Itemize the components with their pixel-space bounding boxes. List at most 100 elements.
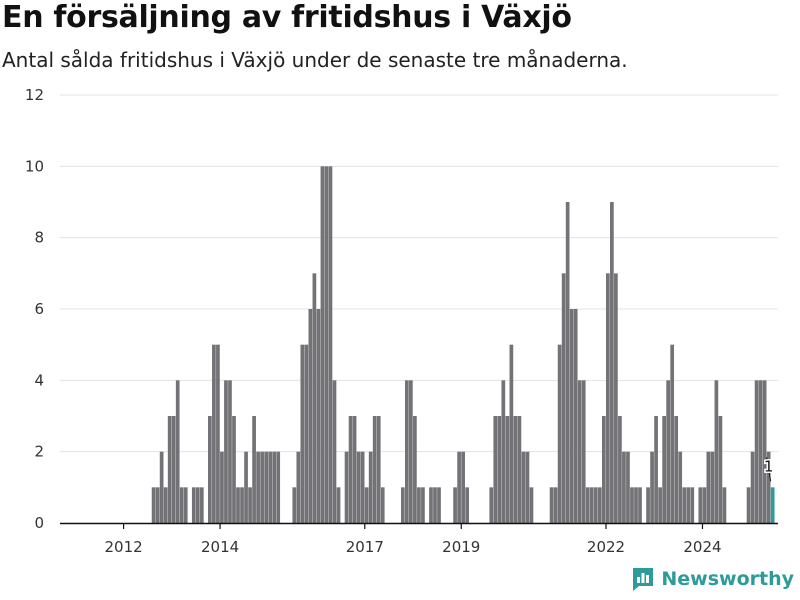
bar [702, 487, 707, 523]
bar [296, 451, 301, 523]
bar [179, 487, 184, 523]
bar [654, 416, 658, 523]
bar [497, 416, 502, 523]
bar [260, 451, 264, 523]
bar [601, 416, 606, 523]
bar [244, 451, 248, 523]
bar [750, 451, 755, 523]
bar [465, 487, 469, 523]
bar [706, 451, 711, 523]
bar [581, 380, 586, 523]
bar [336, 487, 341, 523]
bar [405, 380, 409, 523]
bar [376, 416, 381, 523]
bar [248, 487, 252, 523]
bar [658, 487, 662, 523]
bar [622, 451, 626, 523]
bar [300, 344, 305, 523]
bar [557, 344, 562, 523]
bar [606, 273, 610, 523]
y-tick-label: 4 [34, 371, 44, 389]
bar [710, 451, 715, 523]
bar [650, 451, 654, 523]
bar [316, 309, 321, 523]
bar [171, 416, 176, 523]
bar [208, 416, 212, 523]
bar [461, 451, 465, 523]
bar [666, 380, 670, 523]
bar [344, 451, 349, 523]
bars [151, 166, 775, 523]
bar [364, 487, 369, 523]
bar [489, 487, 494, 523]
bar [433, 487, 437, 523]
chart-subtitle: Antal sålda fritidshus i Växjö under de … [2, 48, 628, 72]
bar [356, 451, 361, 523]
bar [240, 487, 244, 523]
bar [312, 273, 317, 523]
bar [698, 487, 703, 523]
x-tick-label: 2012 [105, 538, 143, 556]
bar [722, 487, 727, 523]
bar [417, 487, 421, 523]
bar [429, 487, 433, 523]
bar [324, 166, 329, 523]
bar [634, 487, 638, 523]
y-tick-label: 10 [25, 157, 44, 175]
newsworthy-logo-text: Newsworthy [661, 568, 794, 590]
x-tick-label: 2024 [683, 538, 721, 556]
bar [549, 487, 554, 523]
bar [183, 487, 188, 523]
bar [151, 487, 156, 523]
bar [614, 273, 618, 523]
bar [521, 451, 526, 523]
bar [746, 487, 751, 523]
bar [686, 487, 691, 523]
bar [762, 380, 767, 523]
y-tick-label: 0 [34, 514, 44, 532]
bar [718, 416, 723, 523]
bar [195, 487, 200, 523]
latest-value-label: 1 [764, 457, 774, 475]
bar [517, 416, 522, 523]
bar [264, 451, 268, 523]
x-tick-label: 2022 [587, 538, 625, 556]
bar [304, 344, 309, 523]
bar [437, 487, 441, 523]
newsworthy-logo: Newsworthy [631, 566, 794, 592]
bar [228, 380, 232, 523]
bar [509, 344, 514, 523]
bar [678, 451, 683, 523]
chart-title: En försäljning av fritidshus i Växjö [2, 0, 572, 35]
bar [638, 487, 642, 523]
newsworthy-logo-icon [633, 568, 654, 591]
bar [565, 202, 570, 523]
bar [400, 487, 405, 523]
x-tick-label: 2019 [442, 538, 480, 556]
bar [372, 416, 377, 523]
y-tick-label: 2 [34, 443, 44, 461]
bar [224, 380, 228, 523]
bar [754, 380, 759, 523]
bar [212, 344, 216, 523]
y-tick-label: 12 [25, 86, 44, 104]
bar [268, 451, 273, 523]
bar [585, 487, 590, 523]
bar [589, 487, 594, 523]
grid-lines [60, 94, 778, 453]
bar [569, 309, 574, 523]
bar [513, 416, 518, 523]
bar [626, 451, 630, 523]
bar [597, 487, 602, 523]
bar [421, 487, 425, 523]
bar [220, 451, 224, 523]
bar [167, 416, 172, 523]
bar [360, 451, 365, 523]
bar [352, 416, 357, 523]
annotation-leader-line [766, 457, 772, 482]
bar [593, 487, 598, 523]
bar [368, 451, 373, 523]
bar [155, 487, 160, 523]
bar [159, 451, 164, 523]
bar [529, 487, 534, 523]
